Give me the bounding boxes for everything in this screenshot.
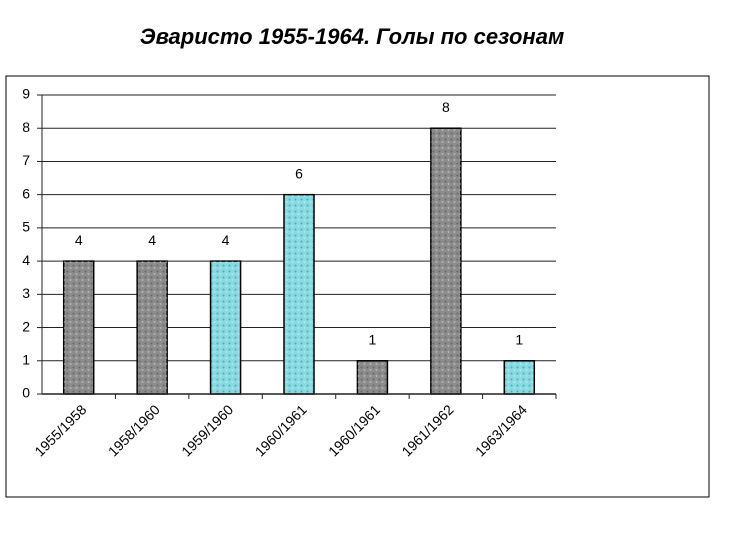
x-tick-label: 1961/1962 (398, 401, 456, 459)
y-tick-label: 8 (22, 119, 30, 135)
bar-texture (284, 194, 314, 394)
y-tick-label: 1 (22, 351, 30, 367)
bar-texture (504, 360, 535, 394)
value-label: 1 (369, 331, 377, 347)
bar-texture (63, 261, 94, 394)
value-label: 1 (515, 331, 523, 347)
value-label: 4 (75, 232, 83, 248)
chart-title: Эваристо 1955-1964. Голы по сезонам (140, 24, 564, 49)
x-tick-label: 1955/1958 (31, 401, 89, 459)
bar-texture (430, 128, 461, 394)
bar-texture (137, 261, 168, 394)
y-tick-label: 5 (22, 219, 30, 235)
x-tick-label: 1958/1960 (105, 401, 163, 459)
value-label: 8 (442, 99, 450, 115)
x-tick-label: 1959/1960 (178, 401, 236, 459)
y-tick-label: 2 (22, 318, 30, 334)
x-tick-label: 1960/1961 (325, 401, 383, 459)
bar-texture (357, 360, 388, 394)
value-label: 4 (148, 232, 156, 248)
bar-texture (210, 261, 241, 394)
chart-frame (5, 75, 710, 498)
value-label: 6 (295, 165, 303, 181)
value-label: 4 (222, 232, 230, 248)
y-tick-label: 0 (22, 385, 30, 401)
y-tick-label: 3 (22, 285, 30, 301)
y-tick-label: 9 (22, 86, 30, 102)
x-tick-label: 1963/1964 (472, 401, 530, 459)
x-tick-label: 1960/1961 (252, 401, 310, 459)
y-tick-label: 4 (22, 252, 30, 268)
y-tick-label: 6 (22, 185, 30, 201)
y-tick-label: 7 (22, 152, 30, 168)
